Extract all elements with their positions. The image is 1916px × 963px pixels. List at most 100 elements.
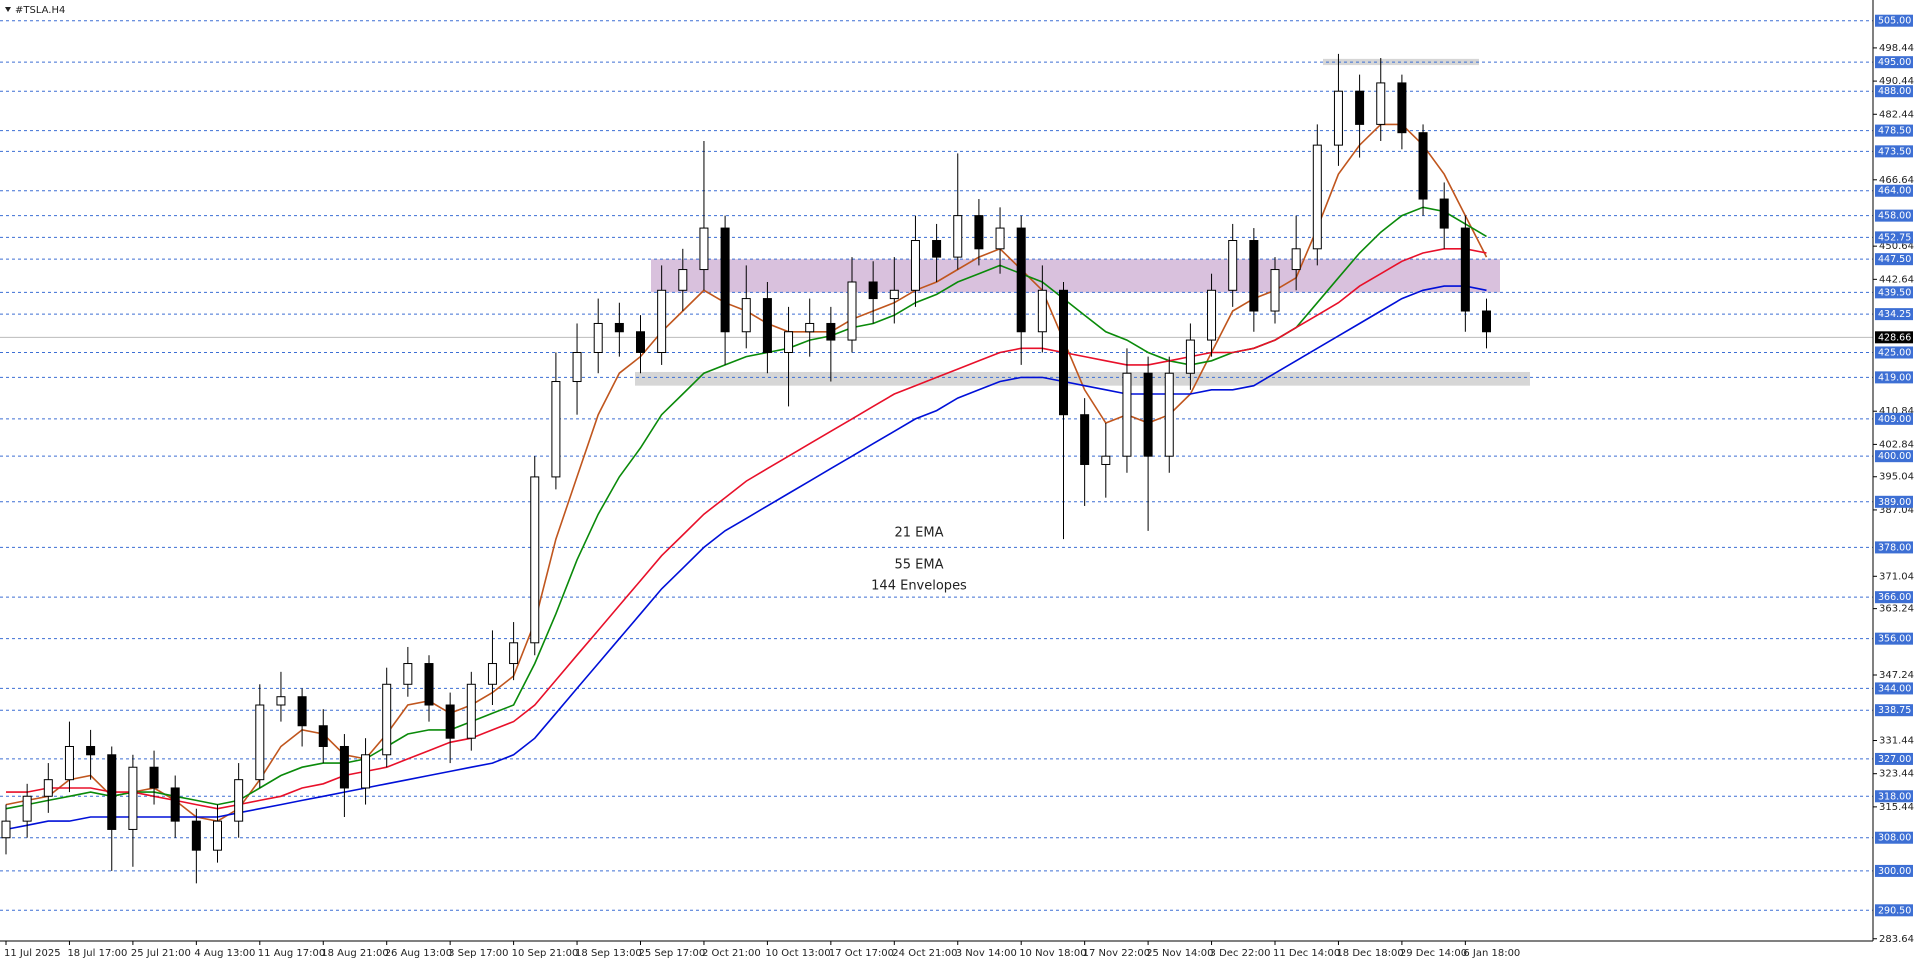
y-tick-label: 347.24 — [1879, 670, 1914, 681]
level-label-box — [1875, 209, 1913, 222]
candle-body — [593, 322, 603, 353]
candle-body — [1059, 289, 1068, 416]
candle-body — [339, 745, 349, 789]
x-tick-label: 18 Dec 18:00 — [1336, 948, 1403, 959]
last-price-box — [1875, 331, 1913, 344]
level-label: 434.25 — [1878, 309, 1911, 320]
x-tick-label: 11 Aug 17:00 — [258, 948, 325, 959]
candle-body — [847, 281, 857, 341]
y-tick-label: 363.24 — [1879, 604, 1914, 615]
level-label: 505.00 — [1878, 16, 1911, 27]
level-label-box — [1875, 541, 1913, 554]
y-tick-label: 450.64 — [1879, 241, 1914, 252]
candle-body — [784, 331, 794, 353]
x-tick-label: 25 Jul 21:00 — [131, 948, 191, 959]
candle-body — [805, 322, 815, 333]
candle-body — [1101, 455, 1111, 465]
x-tick-label: 2 Oct 21:00 — [702, 948, 761, 959]
candle-body — [424, 663, 434, 706]
y-tick-label: 283.64 — [1879, 934, 1914, 945]
x-tick-label: 24 Oct 21:00 — [892, 948, 957, 959]
level-label-box — [1875, 14, 1913, 27]
y-tick-label: 331.44 — [1879, 736, 1914, 747]
candle-body — [234, 779, 244, 822]
level-label-box — [1875, 308, 1913, 321]
candle-body — [318, 725, 328, 747]
y-tick-label: 410.84 — [1879, 406, 1914, 417]
candle-body — [720, 227, 730, 333]
level-label-box — [1875, 231, 1913, 244]
candle-body — [276, 696, 286, 706]
candle-body — [699, 227, 709, 271]
x-tick-label: 18 Jul 17:00 — [67, 948, 127, 959]
candle-body — [1312, 144, 1322, 250]
candle-body — [953, 215, 963, 258]
candle-body — [22, 795, 32, 822]
candle-body — [614, 322, 624, 333]
candle-body — [1080, 414, 1090, 465]
x-tick-label: 10 Nov 18:00 — [1019, 948, 1086, 959]
candle-body — [297, 696, 307, 727]
menu-triangle[interactable] — [5, 7, 11, 12]
level-label: 488.00 — [1878, 86, 1911, 97]
candle-body — [1460, 227, 1470, 312]
legend-label: 55 EMA — [895, 558, 944, 573]
level-label-box — [1875, 56, 1913, 69]
candle-body — [1016, 227, 1026, 333]
level-label: 425.00 — [1878, 347, 1911, 358]
x-tick-label: 11 Jul 2025 — [4, 948, 61, 959]
level-label-box — [1875, 632, 1913, 645]
y-tick-label: 323.44 — [1879, 769, 1914, 780]
level-label-box — [1875, 253, 1913, 266]
candle-body — [1, 820, 11, 839]
level-label-box — [1875, 371, 1913, 384]
y-tick-label: 387.04 — [1879, 505, 1914, 516]
candle-body — [974, 215, 984, 250]
level-label: 409.00 — [1878, 414, 1911, 425]
legend-label: 21 EMA — [895, 526, 944, 541]
level-label: 356.00 — [1878, 634, 1911, 645]
candle-body — [149, 766, 159, 789]
y-tick-label: 442.64 — [1879, 274, 1914, 285]
level-label: 318.00 — [1878, 791, 1911, 802]
candle-body — [1418, 132, 1428, 200]
x-tick-label: 10 Sep 21:00 — [512, 948, 579, 959]
x-tick-label: 11 Dec 14:00 — [1273, 948, 1340, 959]
level-label-box — [1875, 682, 1913, 695]
candle-body — [530, 476, 540, 644]
candle-body — [1185, 339, 1195, 374]
level-label: 389.00 — [1878, 497, 1911, 508]
candle-body — [1333, 90, 1343, 146]
level-label: 478.50 — [1878, 126, 1911, 137]
x-tick-label: 18 Sep 13:00 — [575, 948, 642, 959]
x-tick-label: 4 Aug 13:00 — [194, 948, 255, 959]
candle-body — [361, 754, 371, 789]
level-label-box — [1875, 704, 1913, 717]
candle-body — [1228, 240, 1238, 291]
level-label: 464.00 — [1878, 186, 1911, 197]
candle-body — [1355, 90, 1365, 125]
level-label: 495.00 — [1878, 57, 1911, 68]
candle-body — [1291, 248, 1301, 271]
level-label-box — [1875, 904, 1913, 917]
candle-body — [868, 281, 878, 300]
y-tick-label: 402.84 — [1879, 439, 1914, 450]
x-tick-label: 17 Nov 22:00 — [1083, 948, 1150, 959]
level-label-box — [1875, 495, 1913, 508]
y-tick-label: 466.64 — [1879, 175, 1914, 186]
x-tick-label: 25 Sep 17:00 — [639, 948, 706, 959]
level-label: 344.00 — [1878, 683, 1911, 694]
y-tick-label: 371.04 — [1879, 571, 1914, 582]
candle-body — [657, 289, 667, 353]
candle-body — [1143, 372, 1153, 457]
candle-body — [572, 351, 582, 383]
candle-body — [128, 766, 138, 830]
candle-body — [932, 240, 942, 258]
x-tick-label: 18 Aug 21:00 — [321, 948, 388, 959]
level-label-box — [1875, 124, 1913, 137]
level-label: 290.50 — [1878, 905, 1911, 916]
candle-body — [170, 787, 180, 822]
y-tick-label: 482.44 — [1879, 109, 1914, 120]
candle-body — [1207, 289, 1217, 341]
